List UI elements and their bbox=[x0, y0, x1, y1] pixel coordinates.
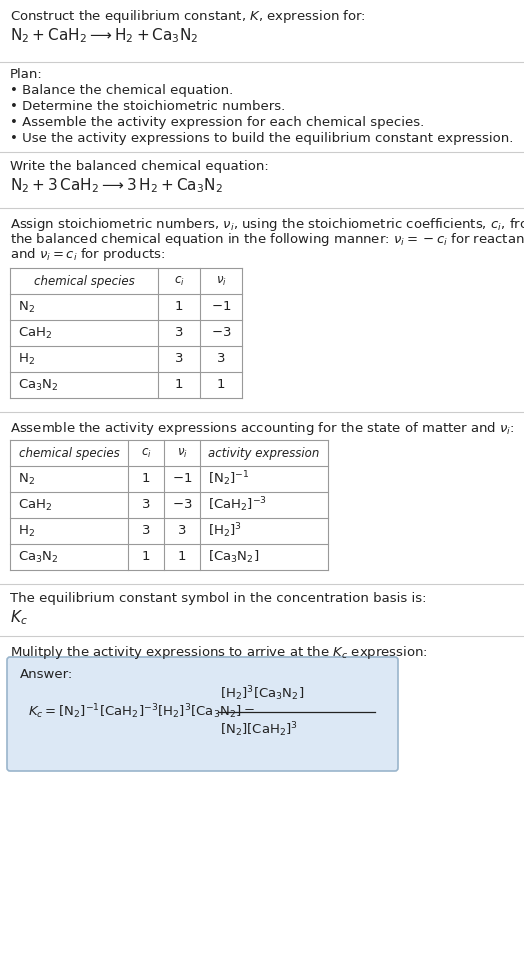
Text: 1: 1 bbox=[174, 379, 183, 391]
Text: $\mathrm{H_2}$: $\mathrm{H_2}$ bbox=[18, 524, 35, 538]
FancyBboxPatch shape bbox=[7, 657, 398, 771]
Text: $\nu_i$: $\nu_i$ bbox=[215, 275, 226, 287]
Text: Assign stoichiometric numbers, $\nu_i$, using the stoichiometric coefficients, $: Assign stoichiometric numbers, $\nu_i$, … bbox=[10, 216, 524, 233]
Text: 3: 3 bbox=[217, 353, 225, 365]
Text: The equilibrium constant symbol in the concentration basis is:: The equilibrium constant symbol in the c… bbox=[10, 592, 427, 605]
Text: $\mathrm{H_2}$: $\mathrm{H_2}$ bbox=[18, 352, 35, 366]
Text: chemical species: chemical species bbox=[19, 447, 119, 459]
Text: activity expression: activity expression bbox=[209, 447, 320, 459]
Text: 1: 1 bbox=[217, 379, 225, 391]
Text: $\nu_i$: $\nu_i$ bbox=[177, 447, 188, 459]
Text: • Use the activity expressions to build the equilibrium constant expression.: • Use the activity expressions to build … bbox=[10, 132, 514, 145]
Text: • Balance the chemical equation.: • Balance the chemical equation. bbox=[10, 84, 233, 97]
Text: 3: 3 bbox=[178, 525, 186, 537]
Text: Mulitply the activity expressions to arrive at the $K_c$ expression:: Mulitply the activity expressions to arr… bbox=[10, 644, 428, 661]
Text: 1: 1 bbox=[142, 473, 150, 485]
Text: $c_i$: $c_i$ bbox=[173, 275, 184, 287]
Text: $-1$: $-1$ bbox=[172, 473, 192, 485]
Text: $[\mathrm{H_2}]^{3} [\mathrm{Ca_3N_2}]$: $[\mathrm{H_2}]^{3} [\mathrm{Ca_3N_2}]$ bbox=[220, 684, 304, 703]
Text: $c_i$: $c_i$ bbox=[140, 447, 151, 459]
Text: $\mathrm{CaH_2}$: $\mathrm{CaH_2}$ bbox=[18, 498, 52, 512]
Text: 3: 3 bbox=[142, 499, 150, 511]
Text: Construct the equilibrium constant, $K$, expression for:: Construct the equilibrium constant, $K$,… bbox=[10, 8, 366, 25]
Text: 1: 1 bbox=[142, 551, 150, 563]
Text: $-1$: $-1$ bbox=[211, 301, 231, 313]
Text: • Determine the stoichiometric numbers.: • Determine the stoichiometric numbers. bbox=[10, 100, 285, 113]
Text: $[\mathrm{N_2}]^{-1}$: $[\mathrm{N_2}]^{-1}$ bbox=[208, 470, 249, 488]
Text: Assemble the activity expressions accounting for the state of matter and $\nu_i$: Assemble the activity expressions accoun… bbox=[10, 420, 515, 437]
Text: chemical species: chemical species bbox=[34, 275, 134, 287]
Text: $\mathrm{CaH_2}$: $\mathrm{CaH_2}$ bbox=[18, 326, 52, 340]
Text: $\mathrm{N_2}$: $\mathrm{N_2}$ bbox=[18, 300, 35, 314]
Text: the balanced chemical equation in the following manner: $\nu_i = -c_i$ for react: the balanced chemical equation in the fo… bbox=[10, 231, 524, 248]
Text: $[\mathrm{CaH_2}]^{-3}$: $[\mathrm{CaH_2}]^{-3}$ bbox=[208, 496, 267, 514]
Text: 1: 1 bbox=[174, 301, 183, 313]
Text: $\mathrm{N_2}$: $\mathrm{N_2}$ bbox=[18, 472, 35, 486]
Text: $[\mathrm{N_2}] [\mathrm{CaH_2}]^{3}$: $[\mathrm{N_2}] [\mathrm{CaH_2}]^{3}$ bbox=[220, 721, 298, 739]
Text: $K_c = [\mathrm{N_2}]^{-1} [\mathrm{CaH_2}]^{-3} [\mathrm{H_2}]^{3} [\mathrm{Ca_: $K_c = [\mathrm{N_2}]^{-1} [\mathrm{CaH_… bbox=[28, 702, 255, 722]
Text: and $\nu_i = c_i$ for products:: and $\nu_i = c_i$ for products: bbox=[10, 246, 166, 263]
Text: $\mathrm{Ca_3N_2}$: $\mathrm{Ca_3N_2}$ bbox=[18, 378, 59, 392]
Text: • Assemble the activity expression for each chemical species.: • Assemble the activity expression for e… bbox=[10, 116, 424, 129]
Text: 3: 3 bbox=[174, 353, 183, 365]
Text: Answer:: Answer: bbox=[20, 668, 73, 681]
Text: $K_c$: $K_c$ bbox=[10, 608, 28, 627]
Text: $-3$: $-3$ bbox=[211, 327, 231, 339]
Text: 3: 3 bbox=[174, 327, 183, 339]
Text: $\mathrm{N_2 + 3\,CaH_2 \longrightarrow 3\,H_2 + Ca_3N_2}$: $\mathrm{N_2 + 3\,CaH_2 \longrightarrow … bbox=[10, 176, 223, 195]
Text: $[\mathrm{Ca_3N_2}]$: $[\mathrm{Ca_3N_2}]$ bbox=[208, 549, 259, 565]
Text: 1: 1 bbox=[178, 551, 186, 563]
Text: $\mathrm{N_2 + CaH_2 \longrightarrow H_2 + Ca_3N_2}$: $\mathrm{N_2 + CaH_2 \longrightarrow H_2… bbox=[10, 26, 199, 45]
Text: $\mathrm{Ca_3N_2}$: $\mathrm{Ca_3N_2}$ bbox=[18, 550, 59, 564]
Text: $-3$: $-3$ bbox=[172, 499, 192, 511]
Text: Plan:: Plan: bbox=[10, 68, 43, 81]
Text: 3: 3 bbox=[142, 525, 150, 537]
Text: Write the balanced chemical equation:: Write the balanced chemical equation: bbox=[10, 160, 269, 173]
Text: $[\mathrm{H_2}]^{3}$: $[\mathrm{H_2}]^{3}$ bbox=[208, 522, 242, 540]
